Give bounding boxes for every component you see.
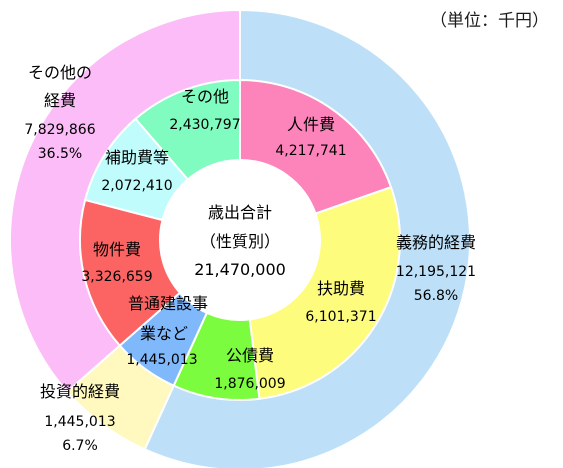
inner-label-value-subsidies: 2,072,410 (101, 178, 172, 194)
center-subtitle: （性質別） (200, 232, 280, 251)
inner-slice-6 (134, 78, 241, 181)
outer-label-name-investment: 投資的経費 (40, 382, 120, 401)
inner-label-name-personnel: 人件費 (287, 115, 335, 134)
inner-slice-1 (248, 185, 401, 400)
center-total: 21,470,000 (194, 260, 286, 279)
inner-label-name-subsidies: 補助費等 (105, 148, 169, 167)
outer-label-percent-other-expenses: 36.5% (38, 146, 82, 162)
outer-label-percent-mandatory: 56.8% (414, 288, 458, 304)
inner-label-value-personnel: 4,217,741 (275, 143, 346, 159)
outer-label-value-mandatory: 12,195,121 (396, 264, 476, 280)
unit-label: （単位：千円） (430, 11, 549, 31)
inner-label-value-debt: 1,876,009 (214, 376, 285, 392)
inner-label-name-construction-line2: 業など (140, 324, 188, 343)
outer-label-value-other-expenses: 7,829,866 (24, 122, 95, 138)
inner-label-name-other: その他 (181, 87, 229, 106)
inner-slice-0 (239, 78, 393, 215)
outer-label-value-investment: 1,445,013 (44, 414, 115, 430)
inner-label-name-debt: 公債費 (226, 346, 274, 365)
outer-label-name-other-expenses-line1: その他の (28, 63, 92, 82)
outer-label-name-mandatory: 義務的経費 (396, 233, 476, 252)
inner-label-value-welfare: 6,101,371 (305, 309, 376, 325)
outer-label-name-other-expenses-line2: 経費 (44, 91, 76, 110)
inner-ring (79, 78, 401, 401)
inner-label-name-supplies: 物件費 (93, 240, 141, 259)
inner-label-value-supplies: 3,326,659 (81, 269, 152, 285)
center-title: 歳出合計 (208, 203, 272, 222)
inner-label-value-other: 2,430,797 (169, 117, 240, 133)
outer-label-percent-investment: 6.7% (62, 438, 98, 454)
inner-label-name-welfare: 扶助費 (317, 279, 365, 298)
inner-label-value-construction: 1,445,013 (126, 352, 197, 368)
inner-label-name-construction-line1: 普通建設事 (128, 294, 208, 313)
